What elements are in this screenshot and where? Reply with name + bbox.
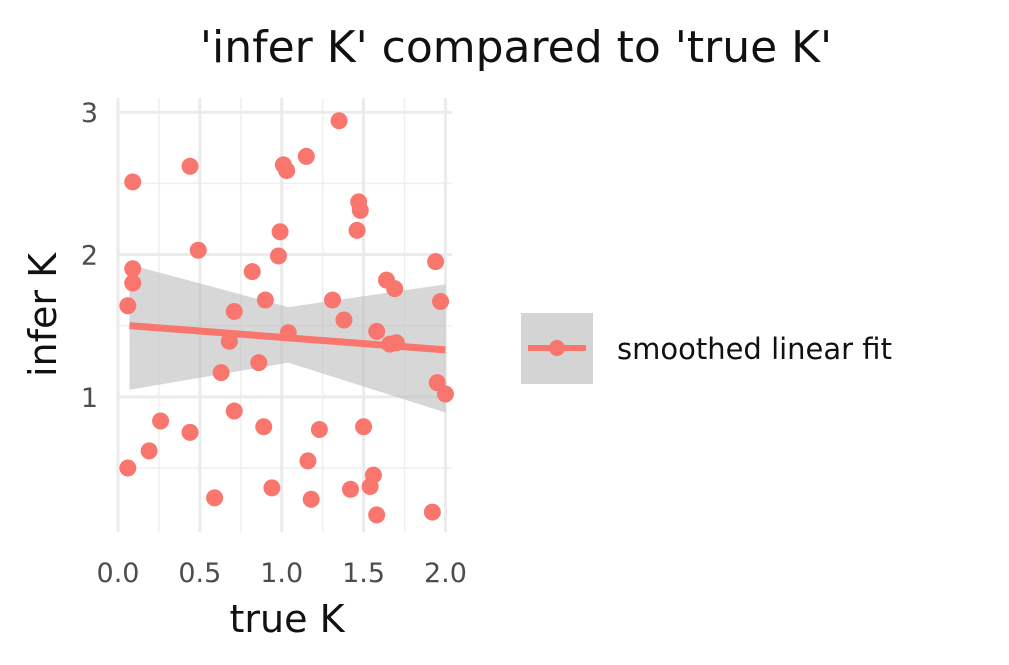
data-point <box>341 480 359 498</box>
data-point <box>152 412 170 430</box>
x-axis-title: true K <box>230 597 346 641</box>
x-tick-label: 1.0 <box>260 558 303 589</box>
data-point <box>364 466 382 484</box>
data-point <box>348 221 366 239</box>
data-point <box>256 291 274 309</box>
data-point <box>119 459 137 477</box>
chart-title: 'infer K' compared to 'true K' <box>200 22 832 73</box>
data-point <box>250 354 268 372</box>
data-point <box>225 402 243 420</box>
data-point <box>206 489 224 507</box>
data-point <box>269 247 287 265</box>
fit-line-layer <box>129 322 446 354</box>
legend-label: smoothed linear fit <box>617 332 892 366</box>
y-axis-title: infer K <box>21 252 65 377</box>
data-point <box>386 280 404 298</box>
y-tick-label: 3 <box>81 98 98 129</box>
data-point <box>263 479 281 497</box>
data-point <box>212 364 230 382</box>
data-point <box>119 297 137 315</box>
data-point <box>423 503 441 521</box>
legend-point-key <box>549 340 565 356</box>
data-point <box>299 452 317 470</box>
x-tick-label: 1.5 <box>342 558 385 589</box>
points-layer <box>119 112 454 524</box>
data-point <box>368 506 386 524</box>
data-point <box>124 274 142 292</box>
data-point <box>124 173 142 191</box>
data-point <box>278 162 296 180</box>
data-point <box>427 253 445 271</box>
data-point <box>323 291 341 309</box>
data-point <box>124 260 142 278</box>
data-point <box>432 292 450 310</box>
legend: smoothed linear fit <box>521 313 892 384</box>
data-point <box>243 263 261 281</box>
y-tick-label: 2 <box>81 241 98 272</box>
data-point <box>330 112 348 130</box>
data-point <box>181 157 199 175</box>
x-tick-label: 2.0 <box>424 558 467 589</box>
data-point <box>181 423 199 441</box>
x-tick-label: 0.5 <box>178 558 221 589</box>
axis-labels: 0.0 0.5 1.0 1.5 2.0 1 2 3 <box>81 98 467 589</box>
data-point <box>225 302 243 320</box>
data-point <box>436 385 454 403</box>
x-tick-label: 0.0 <box>97 558 140 589</box>
data-point <box>355 418 373 436</box>
data-point <box>297 147 315 165</box>
data-point <box>189 241 207 259</box>
data-point <box>335 311 353 329</box>
data-point <box>271 223 289 241</box>
data-point <box>310 421 328 439</box>
data-point <box>140 442 158 460</box>
data-point <box>255 418 273 436</box>
data-point <box>351 201 369 219</box>
fit-line <box>129 322 446 354</box>
y-tick-label: 1 <box>81 383 98 414</box>
data-point <box>368 322 386 340</box>
data-point <box>302 490 320 508</box>
